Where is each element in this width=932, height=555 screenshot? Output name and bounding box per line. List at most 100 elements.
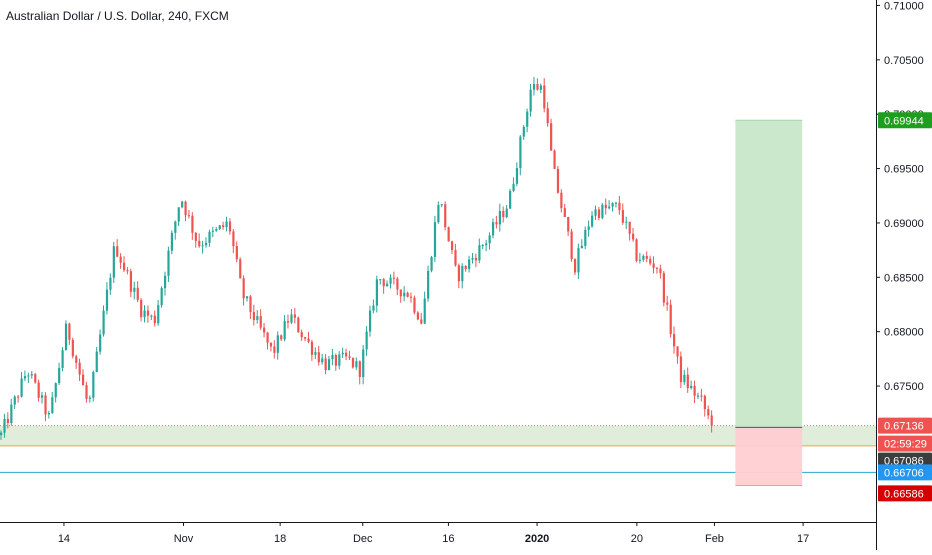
candle-body (509, 190, 512, 209)
candle-body (625, 221, 628, 223)
candle (444, 201, 447, 231)
price-label-last: 0.67136 (878, 417, 932, 434)
candle-body (584, 229, 587, 246)
candle (372, 299, 375, 314)
candle-body (461, 265, 464, 282)
candle-body (488, 235, 491, 244)
candle-body (481, 245, 484, 247)
candle-body (491, 222, 495, 236)
candle-body (129, 271, 133, 292)
candle-body (307, 338, 310, 342)
candle-body (669, 304, 672, 335)
x-tick-label: 17 (797, 533, 809, 545)
candle (693, 380, 696, 403)
candle (707, 405, 710, 420)
candle-body (293, 314, 297, 318)
price-label-text: 0.69944 (884, 115, 924, 127)
candle-body (666, 302, 669, 305)
candle (468, 255, 471, 273)
candle-body (693, 385, 696, 396)
candle-body (191, 215, 194, 233)
candle (403, 286, 406, 302)
candle-body (440, 204, 443, 206)
candle-body (3, 418, 6, 433)
candle (427, 265, 430, 302)
candle (157, 299, 160, 326)
candle-body (321, 358, 324, 363)
candle-body (81, 374, 85, 386)
candle (112, 241, 115, 283)
candle-body (78, 362, 81, 375)
price-labels-layer: 0.699440.6713602:59:290.670860.667060.66… (878, 112, 932, 502)
y-tick-label: 0.69000 (884, 218, 924, 230)
candle-body (54, 383, 57, 398)
candle-body (655, 267, 659, 269)
candle (608, 200, 611, 210)
candle-body (109, 277, 112, 290)
candle-body (515, 168, 519, 184)
candle-body (597, 209, 601, 218)
candle-body (560, 192, 563, 209)
candle-body (457, 265, 460, 282)
candle (6, 412, 10, 429)
candle (160, 286, 163, 308)
candle (235, 241, 238, 263)
candle-body (601, 204, 604, 218)
candle-body (304, 337, 307, 339)
price-label-box (878, 417, 932, 434)
candle (280, 334, 283, 342)
candle (423, 291, 426, 324)
candle (153, 310, 156, 327)
candle-body (174, 221, 177, 233)
candle (382, 278, 385, 294)
candle-body (358, 361, 361, 377)
candle (187, 209, 191, 219)
candle-body (235, 246, 238, 260)
candle (690, 380, 693, 390)
chart-title: Australian Dollar / U.S. Dollar, 240, FX… (6, 9, 229, 23)
candle-body (420, 319, 423, 324)
candle (297, 316, 300, 333)
candle-body (567, 217, 570, 232)
candle (676, 346, 679, 364)
candle (81, 369, 85, 386)
candle-body (379, 279, 382, 281)
price-label-box (878, 435, 932, 452)
candle-body (317, 352, 320, 363)
candle (198, 233, 201, 248)
candle (437, 201, 440, 224)
candle (519, 135, 522, 176)
candle (570, 228, 573, 262)
candle-body (263, 327, 266, 333)
candle (334, 353, 338, 371)
candle (269, 342, 273, 352)
candle (642, 254, 645, 262)
candle (184, 200, 187, 222)
candle-body (0, 432, 3, 435)
candle-body (351, 357, 355, 368)
candle (68, 322, 71, 345)
candle (464, 265, 467, 272)
candle-body (23, 376, 27, 379)
candle (379, 278, 382, 285)
candle (71, 337, 74, 359)
candle-body (126, 270, 129, 272)
candle-body (122, 262, 126, 271)
candle (597, 206, 601, 221)
candle-body (99, 334, 102, 352)
candle (659, 264, 662, 279)
candle-body (297, 317, 300, 333)
candle-body (187, 215, 191, 217)
candle-body (252, 312, 256, 320)
candle (27, 372, 30, 384)
price-label-text: 02:59:29 (884, 439, 927, 451)
candle (317, 345, 320, 366)
candle (618, 195, 621, 215)
candle (498, 203, 501, 232)
candle (628, 221, 631, 241)
candle-body (683, 374, 686, 383)
candle (601, 203, 604, 220)
candle (23, 370, 27, 382)
candle (286, 314, 290, 329)
